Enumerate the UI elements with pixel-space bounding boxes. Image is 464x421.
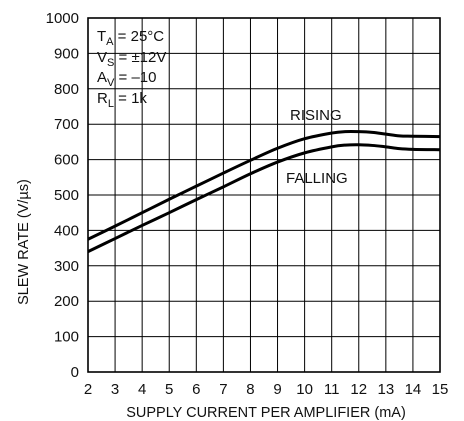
y-tick-label: 200 bbox=[54, 293, 79, 310]
series-label-falling: FALLING bbox=[286, 170, 348, 187]
x-tick-label: 12 bbox=[350, 381, 367, 398]
curves bbox=[87, 129, 441, 253]
condition-rl: RL = 1k bbox=[97, 90, 147, 110]
x-tick-label: 13 bbox=[378, 381, 395, 398]
x-axis-label: SUPPLY CURRENT PER AMPLIFIER (mA) bbox=[126, 405, 406, 421]
x-tick-label: 7 bbox=[219, 381, 227, 398]
x-tick-labels: 2 3 4 5 6 7 8 9 10 11 12 13 14 15 bbox=[84, 381, 449, 398]
condition-vs: VS = ±12V bbox=[97, 49, 166, 69]
y-tick-label: 900 bbox=[54, 45, 79, 62]
grid bbox=[87, 17, 441, 373]
x-tick-label: 10 bbox=[296, 381, 313, 398]
condition-ta: TA = 25°C bbox=[97, 28, 164, 48]
x-tick-label: 11 bbox=[324, 381, 340, 398]
y-tick-label: 400 bbox=[54, 222, 79, 239]
x-tick-label: 5 bbox=[165, 381, 173, 398]
x-tick-label: 8 bbox=[246, 381, 254, 398]
y-tick-labels: 0 100 200 300 400 500 600 700 800 900 1000 bbox=[46, 10, 79, 381]
y-tick-label: 0 bbox=[71, 364, 79, 381]
y-tick-label: 600 bbox=[54, 152, 79, 169]
x-tick-label: 3 bbox=[111, 381, 119, 398]
series-line-rising bbox=[87, 129, 441, 241]
x-tick-label: 15 bbox=[432, 381, 449, 398]
condition-av: AV = –10 bbox=[97, 69, 156, 89]
y-tick-label: 700 bbox=[54, 116, 79, 133]
x-tick-label: 14 bbox=[405, 381, 422, 398]
y-tick-label: 1000 bbox=[46, 10, 79, 27]
y-tick-label: 300 bbox=[54, 258, 79, 275]
y-tick-label: 100 bbox=[54, 329, 79, 346]
y-axis-label: SLEW RATE (V/µs) bbox=[16, 179, 32, 305]
x-tick-label: 4 bbox=[138, 381, 146, 398]
x-tick-label: 6 bbox=[192, 381, 200, 398]
y-tick-label: 500 bbox=[54, 187, 79, 204]
series-label-rising: RISING bbox=[290, 107, 342, 124]
y-tick-label: 800 bbox=[54, 81, 79, 98]
plot-frame bbox=[87, 17, 441, 373]
x-tick-label: 2 bbox=[84, 381, 92, 398]
series-line-falling bbox=[87, 143, 441, 253]
x-tick-label: 9 bbox=[273, 381, 281, 398]
test-conditions: TA = 25°C VS = ±12V AV = –10 RL = 1k bbox=[97, 28, 166, 110]
